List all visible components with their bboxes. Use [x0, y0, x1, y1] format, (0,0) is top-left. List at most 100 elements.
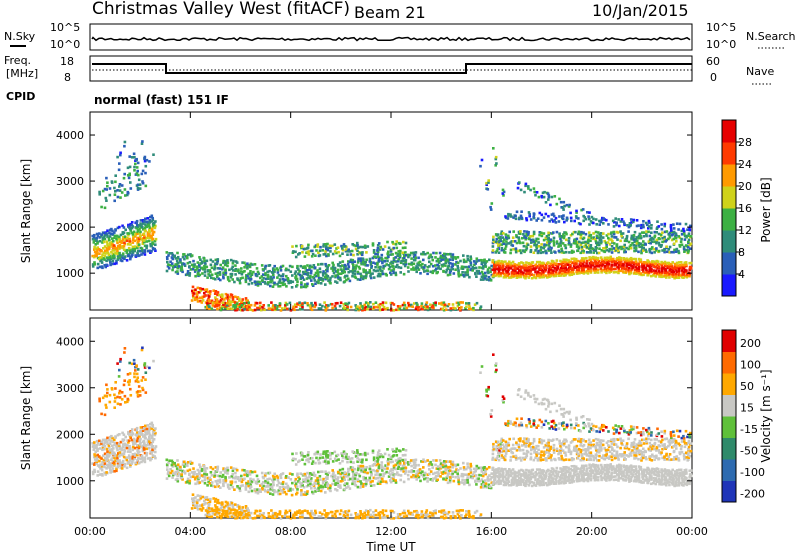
- power-cell: [392, 259, 396, 263]
- power-cell: [125, 251, 129, 254]
- power-cell: [594, 246, 598, 249]
- power-cell: [602, 222, 605, 225]
- power-cell: [529, 248, 533, 252]
- velocity-cell: [192, 467, 195, 470]
- power-cell: [229, 303, 232, 307]
- velocity-cell: [208, 500, 212, 503]
- power-cell: [528, 214, 531, 218]
- velocity-cell: [249, 470, 253, 473]
- power-cell: [541, 191, 545, 195]
- power-cell: [377, 259, 381, 262]
- power-cell: [352, 253, 355, 257]
- power-cell: [582, 231, 585, 234]
- power-cell: [507, 276, 511, 279]
- power-cell: [148, 249, 151, 253]
- power-cell: [603, 267, 607, 271]
- power-cell: [249, 277, 253, 281]
- velocity-cell: [199, 507, 202, 511]
- power-cell: [501, 192, 505, 195]
- power-cell: [423, 264, 427, 267]
- power-cell: [504, 275, 508, 279]
- power-cell: [151, 216, 154, 220]
- velocity-cell: [335, 459, 338, 462]
- power-cell: [111, 229, 114, 233]
- power-cell: [257, 272, 261, 275]
- power-cell: [602, 249, 606, 253]
- power-cell: [650, 236, 653, 240]
- power-cell: [596, 256, 600, 260]
- power-cell: [248, 307, 252, 310]
- power-cell: [324, 262, 327, 266]
- velocity-cell: [292, 457, 295, 461]
- power-cell: [556, 267, 560, 270]
- power-cell: [171, 268, 174, 272]
- power-cell: [524, 248, 528, 252]
- power-cell: [133, 165, 136, 169]
- velocity-cell: [326, 450, 329, 453]
- power-cell: [612, 271, 616, 274]
- velocity-cell: [216, 498, 220, 502]
- velocity-cell: [376, 462, 380, 466]
- velocity-cell: [288, 472, 292, 475]
- velocity-cell: [303, 472, 307, 476]
- power-cell: [570, 273, 574, 276]
- velocity-cell: [374, 477, 377, 480]
- power-cell: [324, 245, 328, 248]
- velocity-cell: [226, 485, 230, 489]
- velocity-cell: [105, 454, 109, 457]
- power-cell: [564, 250, 568, 254]
- power-cell: [297, 272, 300, 276]
- power-cell: [451, 267, 454, 271]
- power-cell: [317, 263, 320, 266]
- power-cell: [274, 304, 277, 307]
- power-cell: [180, 268, 184, 272]
- velocity-cell: [115, 469, 118, 473]
- velocity-cell: [134, 440, 137, 444]
- velocity-cell: [339, 480, 343, 483]
- power-cell: [246, 262, 249, 265]
- velocity-cell: [205, 467, 209, 470]
- velocity-cell: [100, 440, 104, 444]
- power-cell: [585, 259, 589, 263]
- power-cell: [148, 160, 151, 163]
- velocity-cell: [368, 467, 372, 471]
- power-cell: [493, 261, 496, 264]
- velocity-cell: [408, 461, 412, 464]
- power-cell: [96, 262, 100, 266]
- power-cell: [505, 262, 508, 266]
- velocity-cell: [123, 442, 127, 446]
- power-cell: [402, 272, 406, 276]
- power-cell: [601, 216, 604, 220]
- power-cell: [334, 302, 338, 305]
- velocity-cell: [216, 482, 219, 485]
- power-cell: [547, 268, 551, 271]
- power-cell: [658, 275, 661, 278]
- power-cell: [119, 153, 122, 157]
- velocity-cell: [144, 430, 147, 433]
- power-cell: [602, 217, 605, 220]
- velocity-cell: [263, 473, 267, 477]
- velocity-cell: [351, 482, 354, 486]
- power-cell: [451, 255, 455, 259]
- velocity-cell: [468, 483, 471, 487]
- velocity-cell: [216, 469, 219, 472]
- velocity-cell: [477, 477, 480, 480]
- power-cell: [148, 221, 151, 224]
- power-cell: [311, 275, 315, 279]
- power-cell: [176, 251, 179, 255]
- power-cell: [298, 252, 301, 255]
- power-cell: [116, 254, 120, 257]
- power-cell: [634, 246, 638, 250]
- power-cell: [91, 263, 95, 266]
- power-cell: [642, 225, 645, 229]
- velocity-cell: [351, 450, 354, 453]
- power-cell: [647, 225, 651, 228]
- velocity-cell: [116, 463, 120, 467]
- velocity-cell: [248, 479, 252, 483]
- power-cell: [475, 269, 479, 273]
- power-cell: [592, 267, 596, 271]
- power-cell: [605, 248, 608, 252]
- power-cell: [228, 279, 231, 283]
- velocity-cell: [457, 482, 461, 486]
- power-cell: [314, 301, 317, 305]
